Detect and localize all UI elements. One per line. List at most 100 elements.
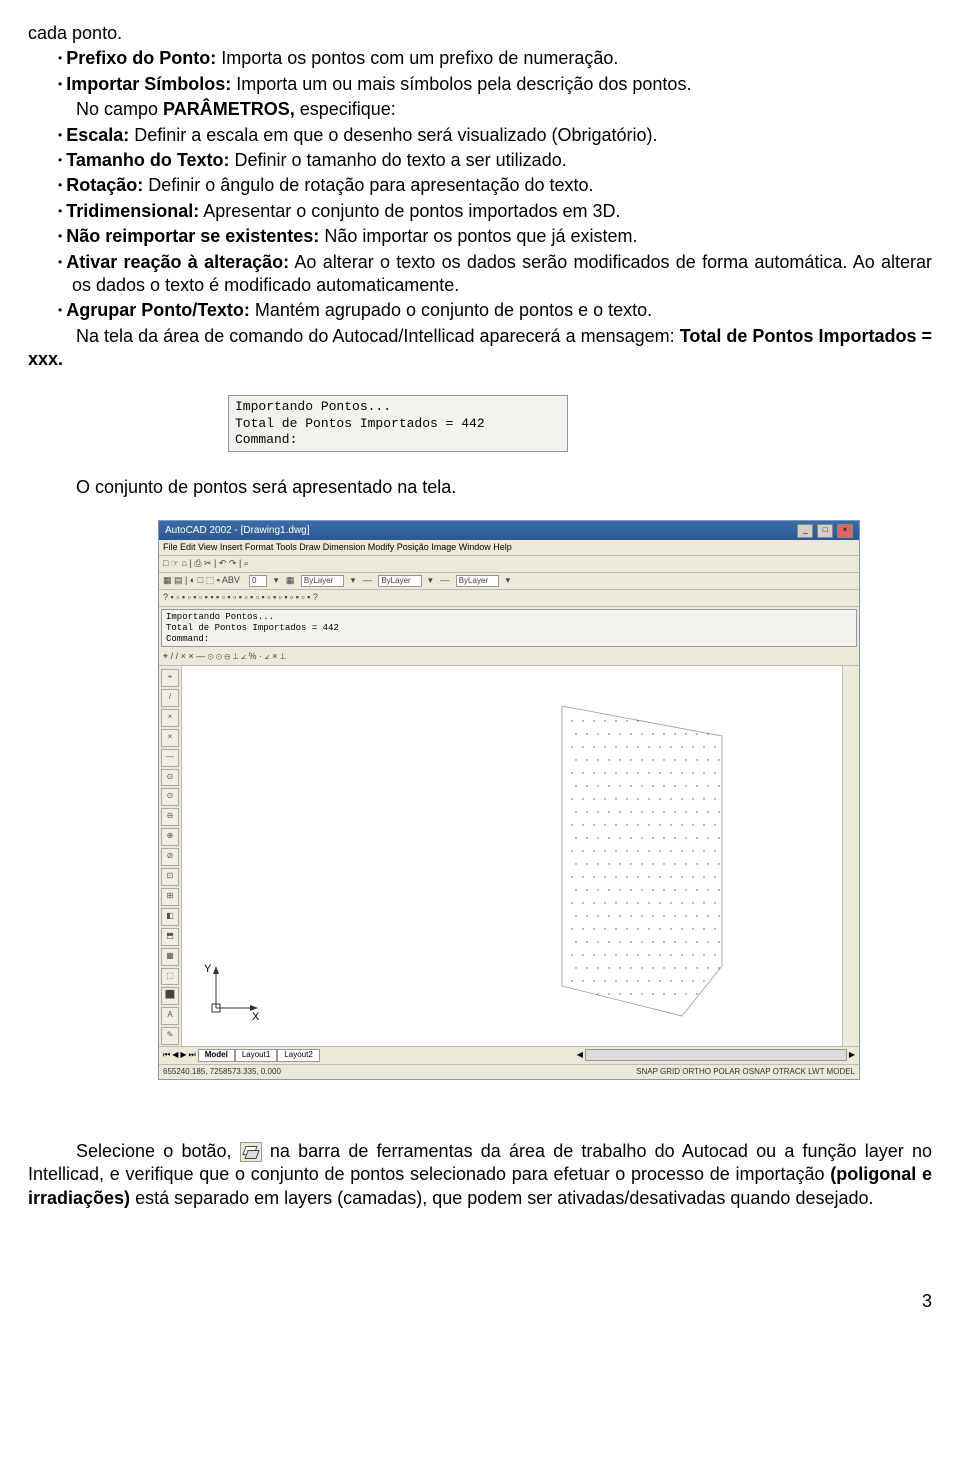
tool-button[interactable]: ⊞	[161, 888, 179, 906]
linetype-dropdown[interactable]: ByLayer	[378, 575, 421, 587]
console-line: Command:	[235, 432, 561, 448]
cad-statusbar: 655240.185, 7258573.335, 0.000 SNAP GRID…	[159, 1064, 859, 1079]
tab-nav-prev-icon[interactable]: ◀	[172, 1050, 178, 1060]
bullet-item: Tridimensional: Apresentar o conjunto de…	[58, 200, 932, 223]
bullet-rest: Mantém agrupado o conjunto de pontos e o…	[250, 300, 652, 320]
tool-button[interactable]: ⬚	[161, 968, 179, 986]
cad-scrollbar-h[interactable]	[585, 1049, 847, 1061]
cad-titlebar: AutoCAD 2002 - [Drawing1.dwg] _ □ ×	[159, 521, 859, 540]
tab-nav-first-icon[interactable]: ⏮	[163, 1050, 170, 1060]
layout-tab[interactable]: Layout1	[235, 1049, 277, 1061]
cad-cmd-line: Importando Pontos...	[166, 612, 852, 623]
tool-button[interactable]: ◧	[161, 908, 179, 926]
layer-dropdown[interactable]: 0	[249, 575, 267, 587]
tool-button[interactable]: ⊙	[161, 769, 179, 787]
layout-tab[interactable]: Model	[198, 1049, 235, 1061]
bullet-bold: Agrupar Ponto/Texto:	[66, 300, 250, 320]
minimize-icon[interactable]: _	[797, 524, 813, 538]
text-bold: PARÂMETROS,	[163, 99, 295, 119]
bullet-bold: Não reimportar se existentes:	[66, 226, 319, 246]
ucs-icon: Y X	[202, 962, 262, 1026]
tool-button[interactable]: ⊡	[161, 868, 179, 886]
bullet-bold: Escala:	[66, 125, 129, 145]
window-buttons: _ □ ×	[796, 523, 853, 538]
cad-toolbar-1[interactable]: □ ☞ ⌂ | ⎙ ✂ | ↶ ↷ | ⌕	[159, 556, 859, 573]
tool-button[interactable]: ▦	[161, 948, 179, 966]
cad-scrollbar-v[interactable]	[842, 666, 859, 1046]
tool-button[interactable]: ✎	[161, 1027, 179, 1045]
bullet-item: Tamanho do Texto: Definir o tamanho do t…	[58, 149, 932, 172]
color-dropdown[interactable]: ByLayer	[301, 575, 344, 587]
text: Na tela da área de comando do Autocad/In…	[76, 326, 680, 346]
tab-nav-next-icon[interactable]: ▶	[180, 1050, 186, 1060]
cad-workspace: ⌖ / × × — ⊙⊙ ⊖ ⊕ ⊘ ⊡ ⊞ ◧ ⬒ ▦ ⬚⬛ A ✎ Y X	[159, 666, 859, 1046]
ucs-x-label: X	[252, 1011, 260, 1022]
tool-button[interactable]: ⊘	[161, 848, 179, 866]
close-icon[interactable]: ×	[837, 524, 853, 538]
cad-drawing	[182, 666, 842, 1046]
tool-button[interactable]: —	[161, 749, 179, 767]
bullet-rest: Não importar os pontos que já existem.	[319, 226, 637, 246]
layout-tab[interactable]: Layout2	[277, 1049, 319, 1061]
bullet-item: Agrupar Ponto/Texto: Mantém agrupado o c…	[58, 299, 932, 322]
bullet-bold: Prefixo do Ponto:	[66, 48, 216, 68]
ucs-y-label: Y	[204, 963, 212, 975]
bullet-rest: Definir a escala em que o desenho será v…	[129, 125, 657, 145]
bullet-rest: Definir o ângulo de rotação para apresen…	[143, 175, 593, 195]
cad-toolbar-4[interactable]: ⌖ / / × × — ⊙ ⊙ ⊖ ⊥ ∠ % · ∠ × ⟂	[159, 649, 859, 666]
cad-canvas[interactable]: Y X	[182, 666, 842, 1046]
autocad-screenshot: AutoCAD 2002 - [Drawing1.dwg] _ □ × File…	[158, 520, 860, 1080]
text: especifique:	[295, 99, 396, 119]
scroll-left-icon[interactable]: ◀	[577, 1050, 583, 1060]
cad-title-text: AutoCAD 2002 - [Drawing1.dwg]	[165, 524, 310, 537]
status-flags[interactable]: SNAP GRID ORTHO POLAR OSNAP OTRACK LWT M…	[636, 1067, 855, 1077]
bullet-item: Importar Símbolos: Importa um ou mais sí…	[58, 73, 932, 96]
tool-button[interactable]: ⬒	[161, 928, 179, 946]
bullet-item: Prefixo do Ponto: Importa os pontos com …	[58, 47, 932, 70]
layer-button-icon	[240, 1142, 262, 1162]
paragraph: Selecione o botão, na barra de ferrament…	[28, 1140, 932, 1210]
console-screenshot: Importando Pontos... Total de Pontos Imp…	[228, 395, 568, 452]
cad-toolbar-3[interactable]: ? ▪ ▫ ▪ ▫ ▪ ▫ ▪ ▪ ▪ ▫ ▪ ▫ ▪ ▫ ▪ ▫ ▪ ▫ ▪ …	[159, 590, 859, 607]
cad-tabs-bar: ⏮ ◀ ▶ ⏭ ModelLayout1Layout2 ◀ ▶	[159, 1046, 859, 1063]
cad-cmd-line: Command:	[166, 634, 852, 645]
bullet-item: Rotação: Definir o ângulo de rotação par…	[58, 174, 932, 197]
bullet-bold: Ativar reação à alteração:	[66, 252, 289, 272]
tab-nav-last-icon[interactable]: ⏭	[189, 1050, 196, 1060]
bullet-rest: Importa os pontos com um prefixo de nume…	[216, 48, 618, 68]
tool-button[interactable]: /	[161, 689, 179, 707]
bullet-bold: Importar Símbolos:	[66, 74, 231, 94]
cad-cmd-line: Total de Pontos Importados = 442	[166, 623, 852, 634]
status-coords: 655240.185, 7258573.335, 0.000	[163, 1067, 281, 1077]
text: No campo	[76, 99, 163, 119]
paragraph: No campo PARÂMETROS, especifique:	[28, 98, 932, 121]
paragraph: O conjunto de pontos será apresentado na…	[28, 476, 932, 499]
bullet-rest: Apresentar o conjunto de pontos importad…	[199, 201, 620, 221]
bullet-bold: Rotação:	[66, 175, 143, 195]
maximize-icon[interactable]: □	[817, 524, 833, 538]
bullet-item: Não reimportar se existentes: Não import…	[58, 225, 932, 248]
tool-button[interactable]: ×	[161, 729, 179, 747]
tool-button[interactable]: ⊖	[161, 808, 179, 826]
scroll-right-icon[interactable]: ▶	[849, 1050, 855, 1060]
tool-button[interactable]: ⊕	[161, 828, 179, 846]
paragraph: Na tela da área de comando do Autocad/In…	[28, 325, 932, 372]
console-box: Importando Pontos... Total de Pontos Imp…	[228, 395, 568, 452]
tool-button[interactable]: ⌖	[161, 669, 179, 687]
cad-point-cloud	[571, 720, 719, 994]
tool-button[interactable]: ⬛	[161, 987, 179, 1005]
tool-button[interactable]: ⊙	[161, 788, 179, 806]
body-text-line: cada ponto.	[28, 22, 932, 45]
tool-button[interactable]: A	[161, 1007, 179, 1025]
bullet-item: Escala: Definir a escala em que o desenh…	[58, 124, 932, 147]
console-line: Importando Pontos...	[235, 399, 561, 415]
bullet-bold: Tridimensional:	[66, 201, 199, 221]
bullet-bold: Tamanho do Texto:	[66, 150, 229, 170]
cad-menubar[interactable]: File Edit View Insert Format Tools Draw …	[159, 540, 859, 557]
page-number: 3	[28, 1290, 932, 1313]
cad-toolbar-2[interactable]: ▦ ▤ | ◐ □ ⬚ ▪ ABV 0 ▾ ▦ ByLayer ▾ — ByLa…	[159, 573, 859, 590]
tool-button[interactable]: ×	[161, 709, 179, 727]
cad-left-toolbar[interactable]: ⌖ / × × — ⊙⊙ ⊖ ⊕ ⊘ ⊡ ⊞ ◧ ⬒ ▦ ⬚⬛ A ✎	[159, 666, 182, 1046]
lineweight-dropdown[interactable]: ByLayer	[456, 575, 499, 587]
bullet-item: Ativar reação à alteração: Ao alterar o …	[58, 251, 932, 298]
